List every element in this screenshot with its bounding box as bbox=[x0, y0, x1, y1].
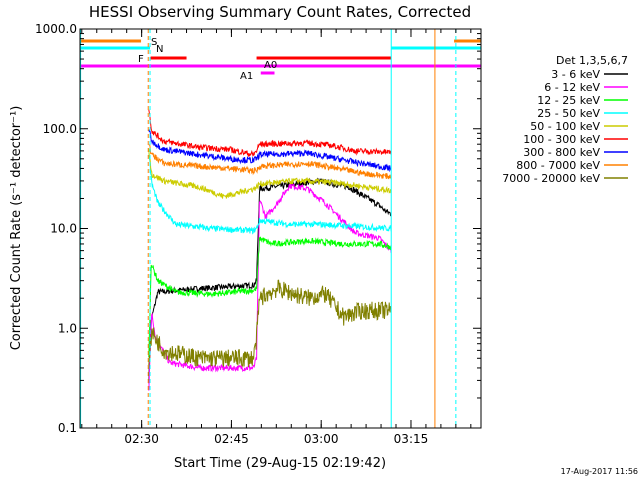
x-tick-label: 02:30 bbox=[124, 432, 159, 446]
x-tick-label: 02:45 bbox=[214, 432, 249, 446]
y-tick-label: 1.0 bbox=[58, 321, 77, 335]
flag-label-a1: A1 bbox=[240, 71, 253, 82]
series-line-5 bbox=[148, 148, 392, 200]
timestamp: 17-Aug-2017 11:56 bbox=[561, 467, 638, 476]
x-axis-label: Start Time (29-Aug-15 02:19:42) bbox=[174, 456, 386, 471]
y-tick-label: 1000.0 bbox=[35, 22, 77, 36]
series-line-7 bbox=[148, 129, 392, 173]
flag-label-s: S bbox=[151, 37, 157, 48]
legend-label: 50 - 100 keV bbox=[530, 120, 600, 133]
series-line-3 bbox=[148, 236, 392, 358]
legend-label: 7000 - 20000 keV bbox=[502, 172, 600, 185]
chart-title: HESSI Observing Summary Count Rates, Cor… bbox=[89, 3, 471, 21]
legend-label: 12 - 25 keV bbox=[537, 94, 600, 107]
y-axis-label: Corrected Count Rate (s⁻¹ detector⁻¹) bbox=[9, 106, 24, 351]
legend-label: 300 - 800 keV bbox=[523, 146, 600, 159]
flag-label-n: N bbox=[156, 44, 163, 55]
legend-label: 6 - 12 keV bbox=[544, 81, 600, 94]
series-line-6 bbox=[148, 109, 392, 157]
flag-label-a0: A0 bbox=[264, 60, 277, 71]
x-axis: 02:30 02:45 03:00 03:15 bbox=[81, 29, 472, 446]
plot-frame bbox=[79, 28, 482, 429]
y-tick-label: 0.1 bbox=[58, 421, 77, 435]
series-line-4 bbox=[148, 149, 392, 235]
series-line-9 bbox=[148, 279, 392, 368]
series-line-8 bbox=[148, 144, 392, 180]
legend-label: 800 - 7000 keV bbox=[516, 159, 600, 172]
series-layer bbox=[148, 109, 392, 391]
series-line-1 bbox=[148, 177, 392, 384]
series-line-2 bbox=[148, 182, 392, 391]
x-tick-label: 03:15 bbox=[394, 432, 429, 446]
y-tick-label: 10.0 bbox=[50, 222, 77, 236]
flag-label-f: F bbox=[138, 54, 144, 65]
flag-layer bbox=[80, 29, 481, 428]
legend-label: 3 - 6 keV bbox=[551, 68, 600, 81]
legend-label: 25 - 50 keV bbox=[537, 107, 600, 120]
x-tick-label: 03:00 bbox=[304, 432, 339, 446]
y-axis: 0.1 1.0 10.0 100.0 1000.0 bbox=[35, 22, 481, 435]
legend-title: Det 1,3,5,6,7 bbox=[556, 54, 628, 67]
y-tick-label: 100.0 bbox=[43, 122, 77, 136]
legend-label: 100 - 300 keV bbox=[523, 133, 600, 146]
